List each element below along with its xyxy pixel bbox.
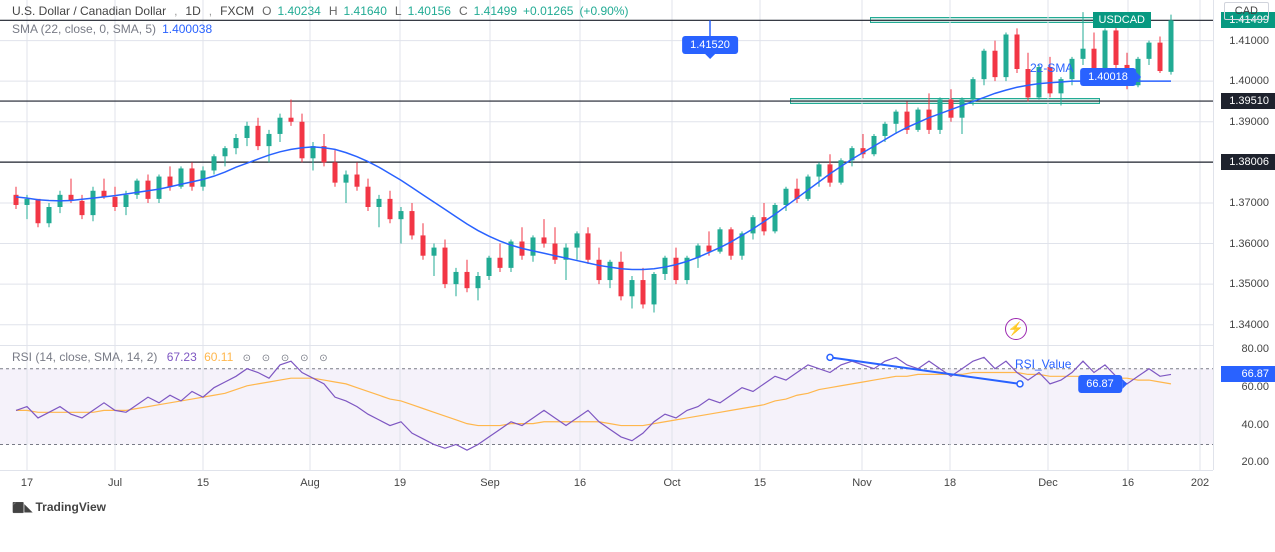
lightning-icon[interactable]: ⚡ (1005, 318, 1027, 340)
ohlc-low: 1.40156 (408, 4, 451, 18)
sma-header: SMA (22, close, 0, SMA, 5) 1.400038 (12, 22, 212, 36)
price-tick: 1.37000 (1229, 197, 1269, 209)
rsi-header: RSI (14, close, SMA, 14, 2) 67.23 60.11 … (12, 350, 332, 364)
ohlc-close: 1.41499 (474, 4, 517, 18)
time-tick: Jul (108, 477, 122, 489)
price-tick: 1.36000 (1229, 238, 1269, 250)
time-tick: 17 (21, 477, 33, 489)
rsi-panel[interactable]: RSI (14, close, SMA, 14, 2) 67.23 60.11 … (0, 345, 1213, 470)
quote-currency-badge[interactable]: CAD (1224, 2, 1269, 20)
rsi-annotation-label: RSI_Value (1015, 357, 1071, 371)
level-price-label: 1.38006 (1221, 154, 1275, 170)
source-label: FXCM (220, 4, 254, 18)
price-tick: 1.39000 (1229, 116, 1269, 128)
sma-label[interactable]: SMA (22, close, 0, SMA, 5) (12, 22, 156, 36)
price-tick: 1.40000 (1229, 75, 1269, 87)
time-tick: Sep (480, 477, 500, 489)
price-tick: 1.41000 (1229, 35, 1269, 47)
time-tick: 15 (754, 477, 766, 489)
rsi-settings-dots[interactable]: ⊙ ⊙ ⊙ ⊙ ⊙ (243, 353, 332, 364)
rsi-label[interactable]: RSI (14, close, SMA, 14, 2) (12, 350, 157, 364)
sma-annotation-label: 22-SMA (1030, 61, 1073, 75)
time-tick: 202 (1191, 477, 1209, 489)
time-tick: 18 (944, 477, 956, 489)
price-callout[interactable]: 1.41520 (682, 36, 738, 54)
rsi-tick: 20.00 (1241, 456, 1269, 468)
price-chart[interactable]: 1.4152022-SMA1.40018⚡USDCAD (0, 0, 1213, 345)
interval-label[interactable]: 1D (185, 4, 200, 18)
time-tick: 19 (394, 477, 406, 489)
price-tick: 1.35000 (1229, 278, 1269, 290)
price-axis[interactable]: 1.34000 1.35000 1.36000 1.37000 1.38006 1.390… (1213, 0, 1275, 345)
time-tick: 15 (197, 477, 209, 489)
chart-header: U.S. Dollar / Canadian Dollar , 1D , FXC… (12, 4, 1195, 18)
ohlc-open: 1.40234 (277, 4, 320, 18)
symbol-name[interactable]: U.S. Dollar / Canadian Dollar (12, 4, 166, 18)
rsi-tick: 80.00 (1241, 343, 1269, 355)
price-callout[interactable]: 66.87 (1078, 375, 1122, 393)
ohlc-high: 1.41640 (344, 4, 387, 18)
time-tick: Nov (852, 477, 872, 489)
chart-root: U.S. Dollar / Canadian Dollar , 1D , FXC… (0, 0, 1275, 552)
time-tick: 16 (574, 477, 586, 489)
time-tick: Oct (663, 477, 680, 489)
rsi-axis-value: 66.87 (1221, 366, 1275, 382)
supply-demand-zone[interactable] (790, 98, 1100, 104)
time-tick: 16 (1122, 477, 1134, 489)
price-callout[interactable]: 1.40018 (1080, 68, 1136, 86)
rsi-value-1: 67.23 (167, 350, 197, 364)
level-price-label: 1.39510 (1221, 93, 1275, 109)
time-tick: Aug (300, 477, 320, 489)
rsi-value-2: 60.11 (204, 350, 233, 364)
ohlc-change: +0.01265 (523, 4, 573, 18)
ohlc-change-pct: (+0.90%) (579, 4, 628, 18)
price-tick: 1.34000 (1229, 319, 1269, 331)
rsi-tick: 60.00 (1241, 381, 1269, 393)
rsi-tick: 40.00 (1241, 419, 1269, 431)
time-axis[interactable]: 17 Jul 15 Aug 19 Sep 16 Oct 15 Nov 18 Dec 16 202 (0, 470, 1213, 500)
time-tick: Dec (1038, 477, 1058, 489)
rsi-axis[interactable]: 20.00 40.00 60.00 80.00 66.87 (1213, 345, 1275, 470)
tradingview-watermark[interactable]: ⬛◣ TradingView (12, 500, 106, 514)
sma-value: 1.400038 (162, 22, 212, 36)
